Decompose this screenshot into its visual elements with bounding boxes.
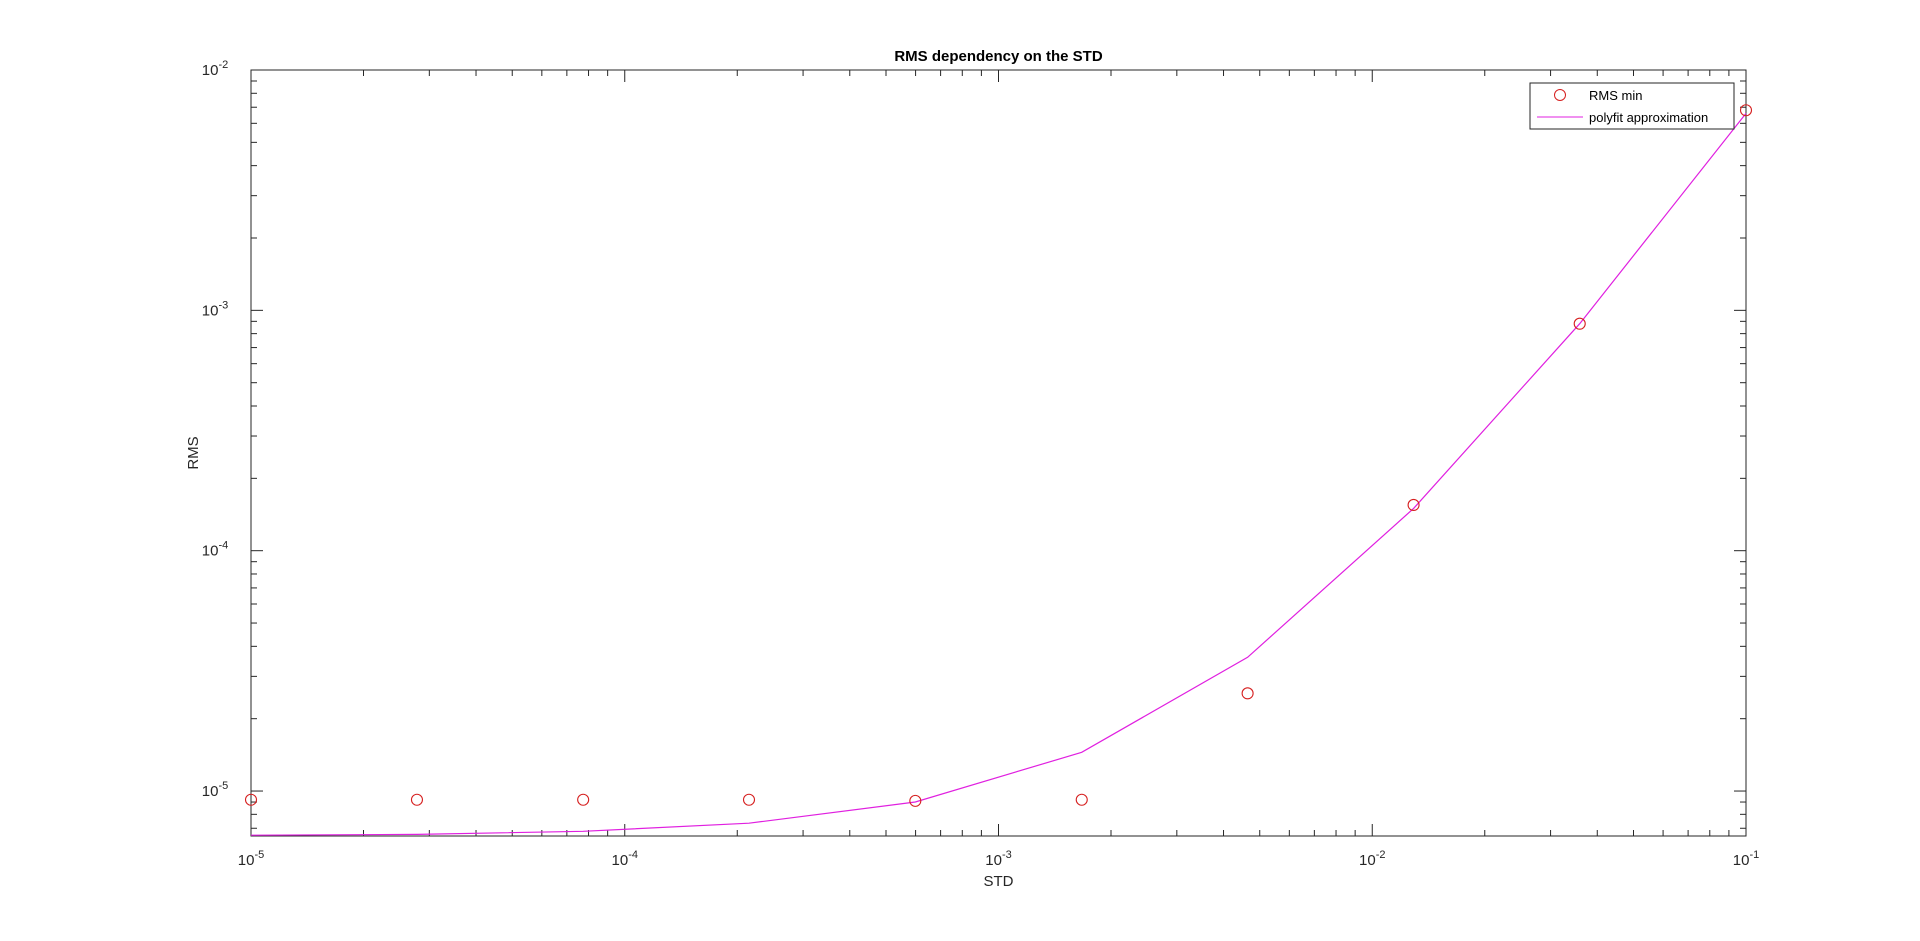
x-axis-label: STD (984, 873, 1014, 890)
y-axis-label: RMS (185, 436, 202, 469)
rms-min-point (1573, 317, 1586, 330)
legend-label-polyfit: polyfit approximation (1589, 110, 1708, 125)
series-layer (244, 104, 1753, 836)
x-tick-label: 10-4 (612, 849, 638, 869)
major-ticks (250, 69, 1747, 836)
x-tick-label: 10-1 (1733, 849, 1759, 869)
y-tick-label: 10-3 (202, 299, 228, 319)
legend: RMS min polyfit approximation (1529, 82, 1735, 130)
x-tick-label: 10-3 (985, 849, 1011, 869)
rms-min-point (1739, 104, 1753, 117)
rms-min-point (410, 793, 424, 806)
x-tick-labels: 10-5 10-4 10-3 10-2 10-1 (238, 849, 1759, 869)
plot-area (250, 69, 1747, 837)
rms-min-point (1241, 687, 1254, 700)
legend-label-rms-min: RMS min (1589, 88, 1642, 103)
rms-min-point (742, 793, 756, 806)
legend-marker-rms-min (1554, 89, 1566, 101)
rms-min-point (909, 794, 922, 807)
chart-title: RMS dependency on the STD (894, 48, 1103, 65)
y-tick-label: 10-4 (202, 540, 228, 560)
polyfit-line (250, 113, 1747, 836)
y-tick-labels: 10-5 10-4 10-3 10-2 (202, 59, 228, 800)
y-tick-label: 10-2 (202, 59, 228, 79)
rms-min-point (577, 793, 590, 806)
rms-min-point (1407, 498, 1420, 511)
minor-ticks (251, 70, 1746, 836)
x-tick-label: 10-5 (238, 849, 264, 869)
rms-min-point (244, 793, 258, 806)
rms-min-point (1075, 793, 1088, 806)
x-tick-label: 10-2 (1359, 849, 1385, 869)
y-tick-label: 10-5 (202, 780, 228, 800)
